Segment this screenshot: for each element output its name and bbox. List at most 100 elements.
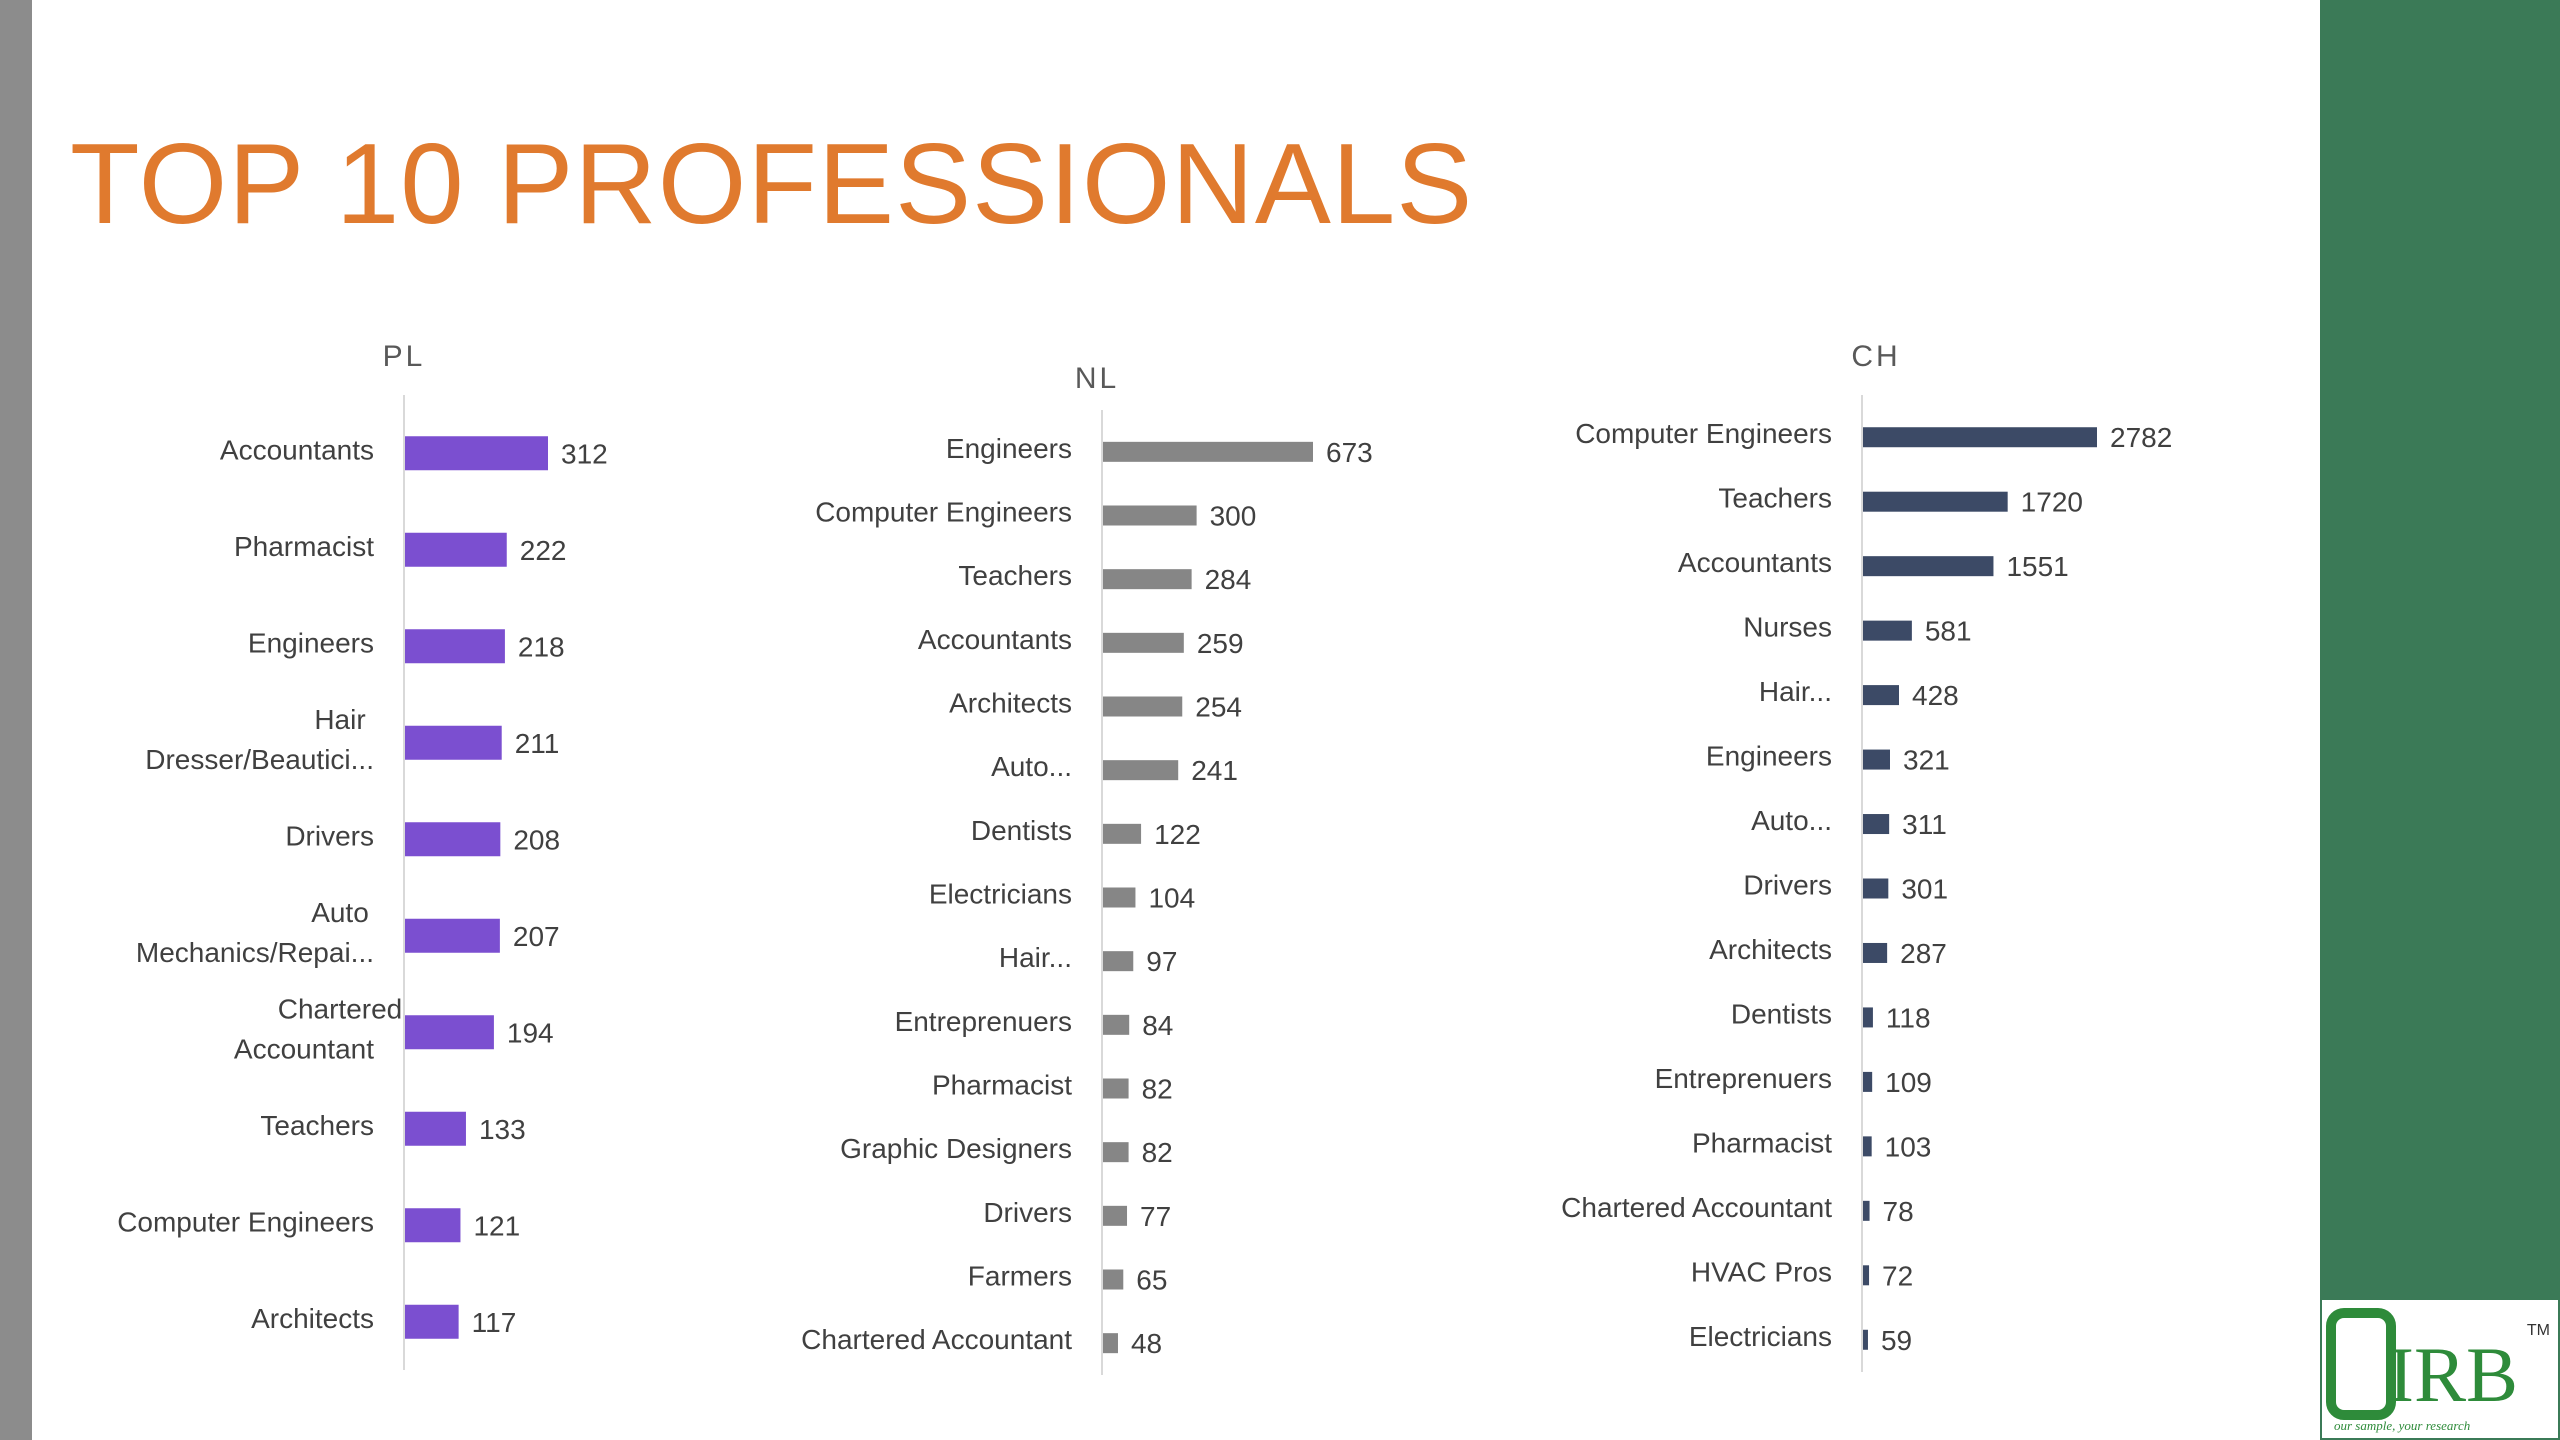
bar [405, 1015, 494, 1050]
bar [1103, 569, 1192, 590]
category-label: Teachers [958, 560, 1072, 591]
bar [405, 725, 502, 760]
right-accent-panel [2320, 0, 2560, 1440]
data-label: 1720 [2021, 487, 2083, 518]
chart-title: PL [383, 340, 426, 373]
category-label: Chartered Accountant [1561, 1192, 1832, 1223]
bar [1863, 1329, 1868, 1350]
left-accent-bar [0, 0, 32, 1440]
bar [405, 918, 500, 953]
data-label: 301 [1901, 874, 1948, 905]
bar [1863, 620, 1912, 641]
category-label: Hair Dresser/Beautici... [145, 704, 374, 775]
category-label: Hair... [1759, 676, 1832, 707]
category-label: Pharmacist [932, 1070, 1072, 1101]
data-label: 207 [513, 921, 560, 952]
logo-tagline: our sample, your research [2334, 1418, 2471, 1433]
category-label: Accountants [1678, 547, 1832, 578]
category-label: Pharmacist [1692, 1127, 1832, 1158]
chart-pl: PL 312 Accountants 222 Pharmacist 218 Engineer… [117, 340, 608, 1370]
data-label: 48 [1131, 1328, 1162, 1359]
data-label: 118 [1886, 1002, 1931, 1033]
bar [1103, 1333, 1118, 1354]
category-label: Entreprenuers [1655, 1063, 1832, 1094]
bar [1103, 1269, 1124, 1290]
bar [405, 629, 505, 664]
bar [1863, 1200, 1870, 1221]
logo-mark-icon [2326, 1308, 2396, 1420]
chart-ch: CH 2782 Computer Engineers 1720 Teachers 1551… [1561, 340, 2172, 1372]
bar [1863, 814, 1890, 835]
bar [405, 532, 507, 567]
data-label: 133 [479, 1114, 526, 1145]
data-label: 428 [1912, 680, 1959, 711]
bar [1103, 760, 1179, 781]
bar [405, 436, 548, 471]
data-label: 312 [561, 438, 608, 469]
bar [1103, 1078, 1129, 1099]
bar [1103, 887, 1136, 908]
data-label: 65 [1136, 1265, 1167, 1296]
category-label: Computer Engineers [815, 497, 1072, 528]
data-label: 77 [1140, 1201, 1171, 1232]
data-label: 82 [1142, 1074, 1173, 1105]
data-label: 284 [1205, 564, 1252, 595]
data-label: 222 [520, 535, 567, 566]
bar [1103, 696, 1183, 717]
data-label: 311 [1902, 809, 1947, 840]
bar [405, 1208, 461, 1243]
category-label: Hair... [999, 942, 1072, 973]
bar [1863, 878, 1889, 899]
bar [1103, 1142, 1129, 1163]
bar [1863, 942, 1888, 963]
data-label: 1551 [2006, 551, 2068, 582]
category-label: Farmers [968, 1261, 1072, 1292]
category-label: Computer Engineers [1575, 418, 1832, 449]
bar [1103, 632, 1184, 653]
irb-logo: IRB TM our sample, your research [2322, 1300, 2558, 1438]
chart-title: CH [1851, 340, 1900, 373]
bar [1863, 427, 2097, 448]
bar [1863, 1136, 1872, 1157]
data-label: 673 [1326, 437, 1373, 468]
data-label: 287 [1900, 938, 1947, 969]
data-label: 117 [472, 1307, 517, 1338]
category-label: Engineers [248, 627, 374, 658]
category-label: Electricians [1689, 1321, 1832, 1352]
category-label: Drivers [285, 820, 374, 851]
data-label: 208 [513, 824, 560, 855]
category-label: Architects [251, 1303, 374, 1334]
chart-nl: NL 673 Engineers 300 Computer Engineers 284 Te… [801, 362, 1373, 1375]
category-label: Teachers [1718, 483, 1832, 514]
data-label: 194 [507, 1017, 554, 1048]
category-label: Chartered Accountant [234, 993, 402, 1064]
bar [1863, 491, 2008, 512]
data-label: 59 [1881, 1325, 1912, 1356]
bar [1103, 1014, 1130, 1035]
bar [1863, 556, 1994, 577]
logo-trademark: TM [2526, 1322, 2550, 1339]
category-label: Accountants [220, 434, 374, 465]
category-label: Drivers [983, 1197, 1072, 1228]
data-label: 84 [1142, 1010, 1173, 1041]
bar [405, 822, 501, 857]
data-label: 300 [1210, 501, 1257, 532]
category-label: Auto... [991, 751, 1072, 782]
data-label: 581 [1925, 616, 1972, 647]
data-label: 259 [1197, 628, 1244, 659]
category-label: Chartered Accountant [801, 1324, 1072, 1355]
data-label: 122 [1154, 819, 1201, 850]
data-label: 321 [1903, 745, 1950, 776]
category-label: Engineers [946, 433, 1072, 464]
data-label: 218 [518, 631, 565, 662]
category-label: Accountants [918, 624, 1072, 655]
chart-title: NL [1075, 362, 1119, 395]
page-title: TOP 10 PROFESSIONALS [70, 121, 1474, 248]
data-label: 211 [515, 728, 560, 759]
data-label: 241 [1191, 755, 1238, 786]
category-label: Entreprenuers [895, 1006, 1072, 1037]
category-label: Dentists [971, 815, 1072, 846]
data-label: 254 [1195, 692, 1242, 723]
bar [1103, 441, 1313, 462]
bar [1863, 749, 1890, 770]
